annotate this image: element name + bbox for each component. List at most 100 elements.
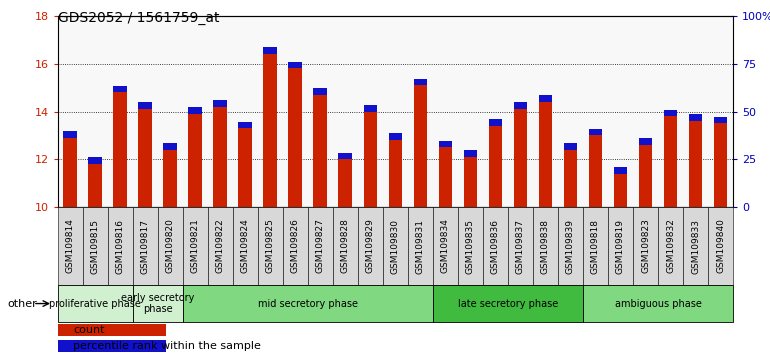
Text: ambiguous phase: ambiguous phase <box>614 298 701 309</box>
Text: GSM109827: GSM109827 <box>316 218 325 274</box>
Text: GSM109829: GSM109829 <box>366 218 375 274</box>
Text: GSM109817: GSM109817 <box>141 218 150 274</box>
Text: GSM109828: GSM109828 <box>341 218 350 274</box>
Text: GSM109825: GSM109825 <box>266 218 275 274</box>
Bar <box>564 150 578 207</box>
Bar <box>408 207 433 285</box>
Bar <box>538 95 552 102</box>
Bar <box>614 174 628 207</box>
Bar <box>139 102 152 109</box>
Text: GSM109820: GSM109820 <box>166 218 175 274</box>
Bar <box>263 47 277 54</box>
Bar <box>633 207 658 285</box>
Text: GSM109826: GSM109826 <box>291 218 300 274</box>
Text: GSM109823: GSM109823 <box>641 218 650 274</box>
Bar <box>339 153 352 159</box>
Text: count: count <box>73 325 105 336</box>
Bar <box>63 131 77 138</box>
Bar <box>58 340 166 353</box>
Text: GSM109819: GSM109819 <box>616 218 625 274</box>
Text: GSM109835: GSM109835 <box>466 218 475 274</box>
Bar <box>139 109 152 207</box>
Bar <box>588 135 602 207</box>
Bar <box>439 147 452 207</box>
Bar <box>638 145 652 207</box>
Bar <box>63 138 77 207</box>
Bar <box>189 107 203 114</box>
Bar <box>433 285 583 322</box>
Text: GSM109814: GSM109814 <box>65 218 75 274</box>
Text: other: other <box>8 298 38 309</box>
Bar <box>213 107 227 207</box>
Bar <box>339 159 352 207</box>
Bar <box>413 85 427 207</box>
Bar <box>233 207 258 285</box>
Text: GSM109839: GSM109839 <box>566 218 575 274</box>
Bar <box>583 285 733 322</box>
Text: GSM109816: GSM109816 <box>116 218 125 274</box>
Bar <box>313 88 327 95</box>
Bar <box>208 207 233 285</box>
Bar <box>488 119 502 126</box>
Bar <box>308 207 333 285</box>
Bar <box>258 207 283 285</box>
Bar <box>239 121 253 128</box>
Bar <box>389 140 402 207</box>
Bar <box>383 207 408 285</box>
Text: GSM109838: GSM109838 <box>541 218 550 274</box>
Text: early secretory
phase: early secretory phase <box>121 293 195 314</box>
Bar <box>708 207 733 285</box>
Bar <box>58 207 82 285</box>
Bar <box>163 143 177 150</box>
Bar <box>658 207 683 285</box>
Bar <box>439 141 452 147</box>
Text: percentile rank within the sample: percentile rank within the sample <box>73 341 261 352</box>
Bar <box>333 207 358 285</box>
Bar <box>58 324 166 336</box>
Bar <box>614 167 628 174</box>
Bar <box>113 92 127 207</box>
Bar <box>488 126 502 207</box>
Bar <box>688 114 702 121</box>
Bar <box>683 207 708 285</box>
Bar <box>113 86 127 92</box>
Bar <box>588 129 602 135</box>
Text: GSM109832: GSM109832 <box>666 218 675 274</box>
Bar <box>213 100 227 107</box>
Bar <box>182 207 208 285</box>
Text: GSM109830: GSM109830 <box>391 218 400 274</box>
Text: GSM109818: GSM109818 <box>591 218 600 274</box>
Bar <box>664 116 678 207</box>
Bar <box>363 112 377 207</box>
Bar <box>558 207 583 285</box>
Text: GDS2052 / 1561759_at: GDS2052 / 1561759_at <box>58 11 219 25</box>
Bar <box>283 207 308 285</box>
Bar <box>464 150 477 157</box>
Bar <box>389 133 402 140</box>
Bar <box>688 121 702 207</box>
Text: GSM109834: GSM109834 <box>441 218 450 274</box>
Bar <box>263 54 277 207</box>
Bar <box>608 207 633 285</box>
Text: GSM109836: GSM109836 <box>491 218 500 274</box>
Bar <box>433 207 458 285</box>
Bar <box>514 102 527 109</box>
Bar <box>239 128 253 207</box>
Bar <box>89 158 102 164</box>
Bar <box>89 164 102 207</box>
Bar <box>189 114 203 207</box>
Text: GSM109815: GSM109815 <box>91 218 100 274</box>
Bar <box>363 105 377 112</box>
Bar <box>58 285 132 322</box>
Bar <box>514 109 527 207</box>
Bar <box>564 143 578 150</box>
Text: mid secretory phase: mid secretory phase <box>258 298 358 309</box>
Text: proliferative phase: proliferative phase <box>49 298 141 309</box>
Bar <box>132 207 158 285</box>
Bar <box>163 150 177 207</box>
Bar <box>638 138 652 145</box>
Bar <box>508 207 533 285</box>
Bar <box>289 62 303 68</box>
Bar <box>289 68 303 207</box>
Bar <box>714 117 728 124</box>
